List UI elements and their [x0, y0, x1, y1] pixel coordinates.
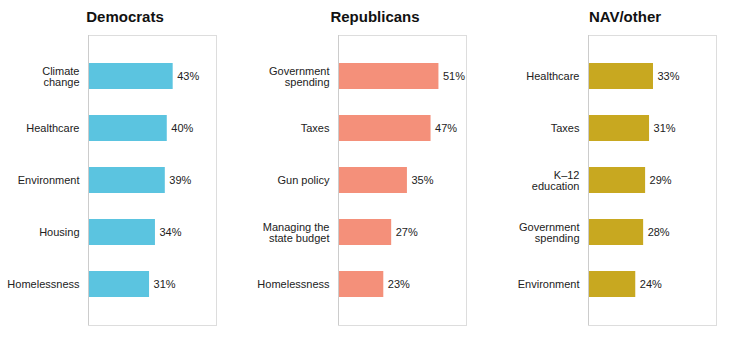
svg-text:34%: 34%	[159, 226, 181, 238]
svg-text:K–12education: K–12education	[532, 169, 580, 192]
svg-text:Gun policy: Gun policy	[278, 174, 330, 186]
svg-text:Managing thestate budget: Managing thestate budget	[263, 221, 330, 244]
svg-text:Taxes: Taxes	[301, 122, 330, 134]
svg-text:23%: 23%	[388, 278, 410, 290]
svg-text:Housing: Housing	[39, 226, 79, 238]
svg-text:Governmentspending: Governmentspending	[519, 221, 580, 244]
html-text:Democrats: Democrats	[86, 8, 164, 25]
svg-text:24%: 24%	[640, 278, 662, 290]
svg-text:31%: 31%	[654, 122, 676, 134]
svg-text:Healthcare: Healthcare	[26, 122, 79, 134]
svg-text:Environment: Environment	[18, 174, 80, 186]
svg-text:Homelessness: Homelessness	[7, 278, 80, 290]
svg-text:33%: 33%	[657, 70, 679, 82]
svg-text:35%: 35%	[411, 174, 433, 186]
html-text:NAV/other: NAV/other	[588, 8, 662, 25]
svg-text:Homelessness: Homelessness	[257, 278, 330, 290]
svg-text:Taxes: Taxes	[551, 122, 580, 134]
svg-text:Governmentspending: Governmentspending	[269, 65, 330, 88]
svg-text:31%: 31%	[154, 278, 176, 290]
html-text:Republicans: Republicans	[330, 8, 420, 25]
svg-text:27%: 27%	[396, 226, 418, 238]
svg-text:29%: 29%	[650, 174, 672, 186]
svg-text:43%: 43%	[177, 70, 199, 82]
svg-text:Climatechange: Climatechange	[42, 65, 79, 88]
svg-text:40%: 40%	[171, 122, 193, 134]
svg-text:28%: 28%	[648, 226, 670, 238]
svg-text:39%: 39%	[169, 174, 191, 186]
svg-text:Healthcare: Healthcare	[526, 70, 579, 82]
svg-text:51%: 51%	[443, 70, 465, 82]
svg-text:47%: 47%	[435, 122, 457, 134]
svg-text:Environment: Environment	[518, 278, 580, 290]
